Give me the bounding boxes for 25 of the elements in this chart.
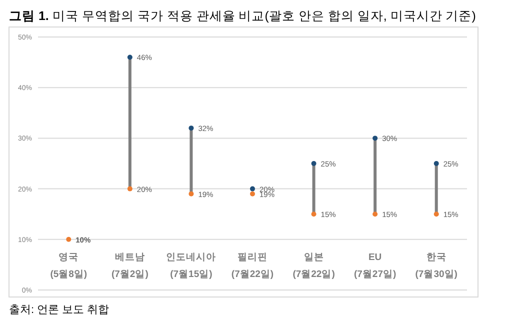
point (250, 186, 255, 192)
point (188, 191, 194, 196)
point (434, 161, 439, 166)
x-tick-label: 필리핀 (7월22일) (231, 252, 274, 280)
bar (190, 128, 193, 194)
point (127, 54, 132, 60)
x-tick-label: 베트남 (7월2일) (111, 252, 148, 280)
chart-title: 그림 1. 미국 무역합의 국가 적용 관세율 비교(괄호 안은 합의 일자, 미국시간 기준) (9, 9, 476, 23)
source-note: 출처: 언론 보도 취합 (9, 304, 110, 316)
x-tick-label: 일본 (7월22일) (292, 252, 335, 280)
point (372, 212, 378, 217)
point (66, 236, 72, 242)
point (188, 126, 194, 131)
x-tick-label: 한국 (7월30일) (415, 252, 458, 280)
point (250, 191, 255, 196)
bar (374, 138, 377, 214)
x-tick-label: 영국 (5월8일) (50, 252, 88, 280)
bar (128, 57, 132, 189)
point (434, 212, 439, 217)
x-tick-label: 인도네시아 (7월15일) (166, 252, 216, 280)
point (311, 161, 316, 166)
point (372, 136, 378, 141)
point (127, 186, 132, 192)
point (311, 212, 316, 217)
x-tick-label: EU (7월27일) (354, 252, 396, 280)
